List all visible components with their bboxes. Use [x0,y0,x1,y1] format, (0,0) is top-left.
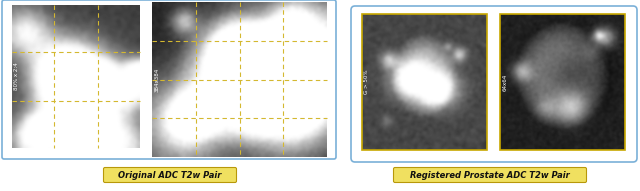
Text: 64x64: 64x64 [502,73,508,91]
Text: Registered Prostate ADC T2w Pair: Registered Prostate ADC T2w Pair [410,171,570,180]
Bar [500,14,625,150]
FancyBboxPatch shape [394,168,586,182]
FancyBboxPatch shape [351,6,637,162]
Text: 80% x 2:4: 80% x 2:4 [15,63,19,90]
Text: 384x384: 384x384 [154,67,159,92]
FancyBboxPatch shape [2,0,336,159]
Text: G > 50%: G > 50% [365,70,369,94]
Bar [362,14,487,150]
FancyBboxPatch shape [104,168,237,182]
Text: Original ADC T2w Pair: Original ADC T2w Pair [118,171,221,180]
